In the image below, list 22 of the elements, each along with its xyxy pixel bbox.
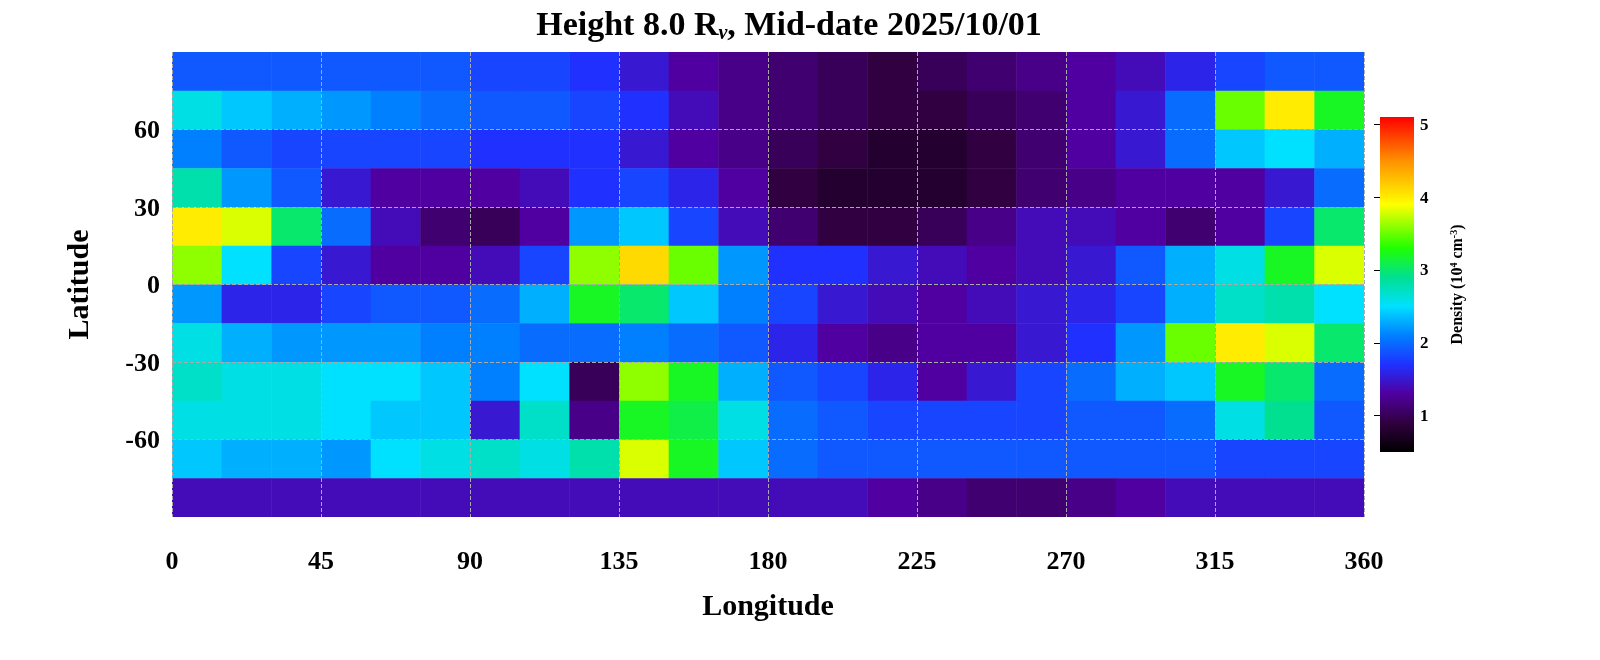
y-tick-label: -30 — [125, 347, 160, 377]
color-bar-title: Density (104 cm-3) — [1447, 224, 1466, 345]
x-tick-label: 180 — [748, 545, 788, 575]
x-tick-label: 90 — [457, 545, 483, 575]
x-tick-label: 360 — [1344, 545, 1384, 575]
x-tick-label: 270 — [1046, 545, 1086, 575]
x-tick-label: 135 — [599, 545, 639, 575]
color-bar-label: 3 — [1420, 260, 1429, 280]
color-bar-label: 1 — [1420, 406, 1429, 426]
y-axis-title: Latitude — [60, 229, 94, 340]
y-tick-label: 30 — [134, 192, 160, 222]
x-tick-label: 315 — [1195, 545, 1235, 575]
x-tick-label: 45 — [308, 545, 334, 575]
x-axis-title: Longitude — [702, 587, 834, 621]
color-bar-label: 4 — [1420, 187, 1429, 207]
y-tick-label: 60 — [134, 115, 160, 144]
y-tick-label: -60 — [125, 425, 160, 454]
color-bar-label: 2 — [1420, 333, 1429, 353]
y-tick-label: 0 — [147, 270, 160, 299]
x-tick-label: 225 — [897, 545, 937, 575]
x-tick-label: 0 — [165, 545, 179, 575]
color-bar-label: 5 — [1420, 114, 1429, 134]
